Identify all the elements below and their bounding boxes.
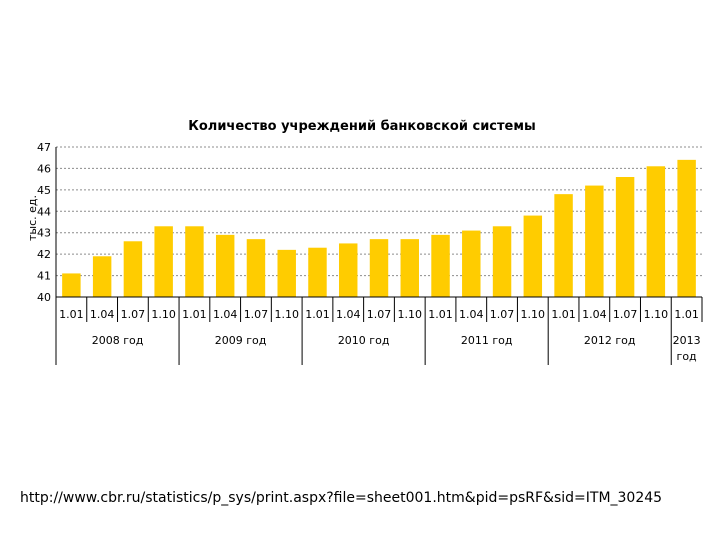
bar: [308, 247, 327, 297]
chart-title: Количество учреждений банковской системы: [188, 119, 536, 134]
bar: [339, 243, 358, 297]
y-tick-label: 45: [37, 184, 51, 197]
bar: [369, 239, 389, 297]
x-tick-label: 1.07: [244, 308, 269, 321]
bar: [154, 226, 173, 297]
bar: [431, 234, 450, 297]
y-tick-label: 47: [37, 141, 51, 154]
y-tick-label: 40: [37, 291, 51, 304]
y-tick-label: 41: [37, 270, 51, 283]
bar: [215, 234, 235, 297]
bar: [585, 185, 604, 297]
source-url: http://www.cbr.ru/statistics/p_sys/print…: [20, 490, 663, 506]
axes: [55, 147, 702, 298]
category-labels: 1.01 1.04 1.07 1.10 1.01 1.04 1.07 1.10 1.01 1.04…: [55, 297, 703, 322]
x-tick-label: 1.07: [490, 308, 515, 321]
x-tick-label: 1.04: [336, 308, 361, 321]
bar: [554, 194, 573, 297]
x-tick-label: 1.01: [674, 308, 699, 321]
x-tick-label: 1.04: [459, 308, 484, 321]
x-tick-label: 1.10: [151, 308, 176, 321]
x-tick-label: 1.01: [182, 308, 207, 321]
y-axis-ticks: 40 41 42 43 44 45 46 47: [37, 141, 51, 304]
x-tick-label: 1.10: [521, 308, 546, 321]
x-tick-label: 1.10: [644, 308, 669, 321]
bar: [646, 166, 666, 297]
y-tick-label: 42: [37, 248, 51, 261]
x-tick-label: 1.01: [428, 308, 453, 321]
bar: [185, 226, 204, 297]
bar: [462, 230, 481, 297]
bar: [123, 241, 143, 297]
bar: [400, 239, 419, 297]
y-axis-label: тыс. ед.: [26, 195, 39, 241]
bar: [62, 273, 81, 297]
bars: [62, 159, 696, 297]
x-tick-label: 1.04: [213, 308, 238, 321]
y-tick-label: 44: [37, 205, 51, 218]
bar: [492, 226, 512, 297]
bar-chart: Количество учреждений банковской системы…: [26, 119, 703, 365]
bar: [277, 249, 296, 297]
y-tick-label: 43: [37, 227, 51, 240]
bar: [92, 256, 112, 297]
x-tick-label: 1.01: [551, 308, 576, 321]
x-tick-label: 1.01: [305, 308, 330, 321]
x-tick-label: 1.10: [274, 308, 299, 321]
x-tick-label: 1.10: [398, 308, 423, 321]
x-tick-label: 1.07: [613, 308, 638, 321]
x-tick-label: 1.01: [59, 308, 84, 321]
year-group-label: год: [677, 350, 698, 363]
bar: [246, 239, 266, 297]
year-group-label: 2010 год: [338, 334, 390, 347]
year-group-label: 2013: [673, 334, 701, 347]
bar: [677, 159, 696, 297]
year-group-label: 2012 год: [584, 334, 636, 347]
year-group-label: 2008 год: [92, 334, 144, 347]
x-tick-label: 1.04: [90, 308, 115, 321]
x-tick-label: 1.07: [121, 308, 146, 321]
x-tick-label: 1.07: [367, 308, 392, 321]
year-group-label: 2009 год: [215, 334, 267, 347]
year-group-label: 2011 год: [461, 334, 513, 347]
y-tick-label: 46: [37, 162, 51, 175]
bar: [523, 215, 543, 297]
x-tick-label: 1.04: [582, 308, 607, 321]
year-group-labels: 2008 год 2009 год 2010 год 2011 год 2012 год…: [55, 322, 701, 365]
bar: [615, 177, 635, 297]
